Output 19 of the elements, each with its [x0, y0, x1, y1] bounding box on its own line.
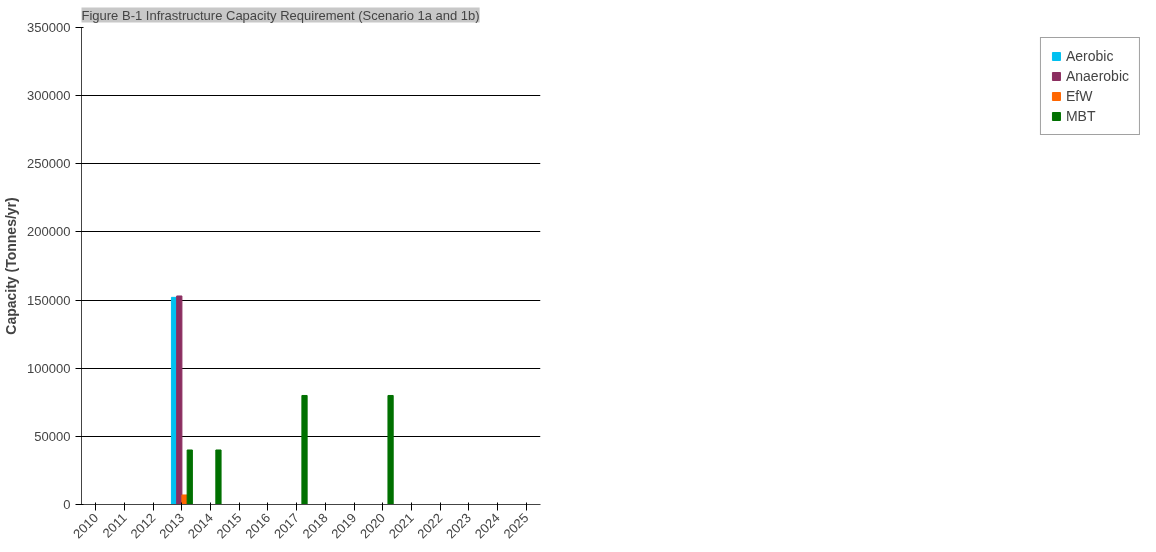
legend-label: MBT	[1065, 108, 1096, 124]
bar	[301, 394, 308, 505]
y-tick-label: 250000	[27, 156, 71, 172]
y-tick-label: 350000	[27, 20, 71, 35]
y-tick-label: 50000	[34, 428, 71, 444]
legend-label: EfW	[1065, 88, 1093, 104]
legend-label: Anaerobic	[1065, 68, 1129, 84]
chart-title: Figure B-1 Infrastructure Capacity Requirement (Scenario 1a and 1b)	[81, 7, 480, 23]
y-tick-label: 0	[63, 497, 71, 512]
bar	[387, 394, 394, 505]
y-tick-label: 150000	[27, 292, 71, 308]
bar	[186, 449, 193, 505]
legend-label: Aerobic	[1065, 48, 1114, 64]
bar	[215, 449, 222, 505]
y-tick-label: 200000	[27, 224, 71, 240]
y-tick-label: 100000	[27, 360, 71, 376]
y-tick-label: 300000	[27, 88, 71, 104]
bar	[176, 295, 183, 505]
y-axis-title: Capacity (Tonnes/yr)	[3, 197, 20, 335]
